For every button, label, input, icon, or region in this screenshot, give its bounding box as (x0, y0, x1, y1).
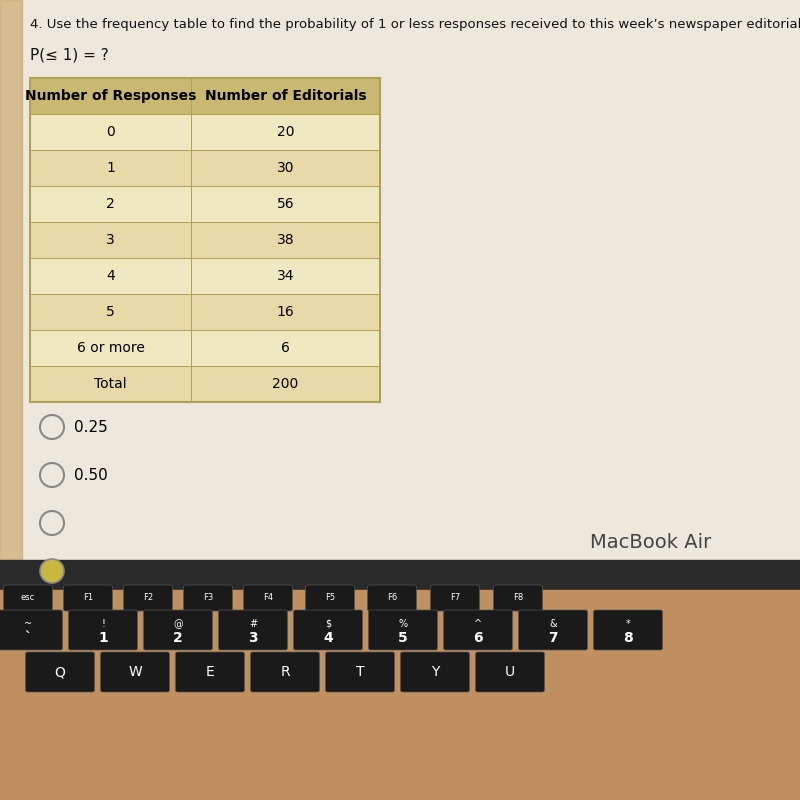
Text: 34: 34 (277, 269, 294, 283)
Text: F7: F7 (450, 594, 460, 602)
Bar (0, 590, 800, 800)
Text: 2: 2 (173, 631, 183, 645)
Text: `: ` (25, 631, 31, 645)
FancyBboxPatch shape (69, 610, 138, 650)
Text: 56: 56 (277, 197, 294, 211)
FancyBboxPatch shape (430, 585, 479, 611)
FancyBboxPatch shape (326, 652, 394, 692)
Text: ^: ^ (474, 619, 482, 629)
Bar (30, 78, 380, 402)
Bar (30, 366, 380, 402)
Text: R: R (280, 665, 290, 679)
FancyBboxPatch shape (243, 585, 293, 611)
Text: Total: Total (94, 377, 127, 391)
Bar (30, 186, 380, 222)
Text: F8: F8 (513, 594, 523, 602)
Text: #: # (249, 619, 257, 629)
Text: 30: 30 (277, 161, 294, 175)
FancyBboxPatch shape (594, 610, 662, 650)
FancyBboxPatch shape (250, 652, 319, 692)
Text: 38: 38 (277, 233, 294, 247)
Circle shape (40, 559, 64, 583)
Bar (30, 330, 380, 366)
FancyBboxPatch shape (494, 585, 542, 611)
Text: 0.50: 0.50 (74, 467, 108, 482)
Text: 3: 3 (106, 233, 115, 247)
Text: 6: 6 (473, 631, 483, 645)
Text: 1: 1 (106, 161, 115, 175)
Text: MacBook Air: MacBook Air (590, 533, 711, 551)
FancyBboxPatch shape (367, 585, 417, 611)
Text: 6 or more: 6 or more (77, 341, 145, 355)
FancyBboxPatch shape (518, 610, 587, 650)
Text: P(≤ 1) = ?: P(≤ 1) = ? (30, 48, 109, 63)
Text: Number of Responses: Number of Responses (25, 89, 196, 103)
Text: esc: esc (21, 594, 35, 602)
Bar (30, 150, 380, 186)
Text: T: T (356, 665, 364, 679)
Text: !: ! (101, 619, 105, 629)
Text: F5: F5 (325, 594, 335, 602)
Text: 0: 0 (106, 125, 115, 139)
Bar (30, 258, 380, 294)
FancyBboxPatch shape (443, 610, 513, 650)
Text: 20: 20 (277, 125, 294, 139)
FancyBboxPatch shape (143, 610, 213, 650)
Text: &: & (549, 619, 557, 629)
FancyBboxPatch shape (306, 585, 354, 611)
Text: E: E (206, 665, 214, 679)
Text: W: W (128, 665, 142, 679)
FancyBboxPatch shape (475, 652, 545, 692)
Text: %: % (398, 619, 407, 629)
Text: @: @ (173, 619, 183, 629)
Text: 7: 7 (548, 631, 558, 645)
FancyBboxPatch shape (369, 610, 438, 650)
Text: 6: 6 (281, 341, 290, 355)
FancyBboxPatch shape (294, 610, 362, 650)
Bar (30, 78, 380, 114)
Text: F3: F3 (203, 594, 213, 602)
Bar (0, 560, 800, 590)
FancyBboxPatch shape (401, 652, 470, 692)
FancyBboxPatch shape (26, 652, 94, 692)
Bar (0, 0, 22, 560)
Text: 16: 16 (277, 305, 294, 319)
FancyBboxPatch shape (0, 610, 62, 650)
Text: 200: 200 (272, 377, 298, 391)
Text: 4. Use the frequency table to find the probability of 1 or less responses receiv: 4. Use the frequency table to find the p… (30, 18, 800, 31)
Text: 5: 5 (106, 305, 115, 319)
Bar (30, 114, 380, 150)
Text: 4: 4 (323, 631, 333, 645)
Text: 1: 1 (98, 631, 108, 645)
Text: 0.25: 0.25 (74, 419, 108, 434)
FancyBboxPatch shape (3, 585, 53, 611)
Text: 3: 3 (248, 631, 258, 645)
Text: *: * (626, 619, 630, 629)
Text: 2: 2 (106, 197, 115, 211)
Text: $: $ (325, 619, 331, 629)
FancyBboxPatch shape (183, 585, 233, 611)
Text: 4: 4 (106, 269, 115, 283)
Text: U: U (505, 665, 515, 679)
Text: 5: 5 (398, 631, 408, 645)
Bar (30, 222, 380, 258)
Text: F6: F6 (387, 594, 397, 602)
Text: Number of Editorials: Number of Editorials (205, 89, 366, 103)
Bar (0, 0, 800, 560)
Text: ~: ~ (24, 619, 32, 629)
Bar (30, 294, 380, 330)
FancyBboxPatch shape (175, 652, 245, 692)
Text: F4: F4 (263, 594, 273, 602)
Text: Q: Q (54, 665, 66, 679)
FancyBboxPatch shape (101, 652, 170, 692)
FancyBboxPatch shape (218, 610, 287, 650)
FancyBboxPatch shape (123, 585, 173, 611)
Text: 8: 8 (623, 631, 633, 645)
Text: F2: F2 (143, 594, 153, 602)
Text: Y: Y (431, 665, 439, 679)
FancyBboxPatch shape (63, 585, 113, 611)
Text: F1: F1 (83, 594, 93, 602)
